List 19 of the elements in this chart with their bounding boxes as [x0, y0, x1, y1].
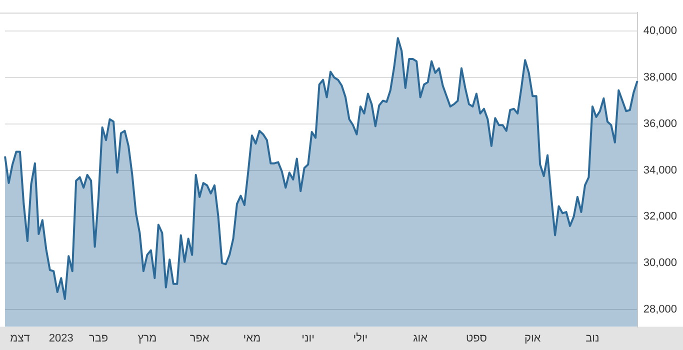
y-tick-label: 28,000 — [643, 303, 678, 316]
x-tick-label: פבר — [88, 332, 108, 344]
x-tick-label: מאי — [243, 332, 261, 344]
y-tick-label: 36,000 — [643, 118, 678, 130]
x-tick-label: יולי — [353, 332, 368, 344]
x-tick-label: דצמ — [10, 332, 30, 344]
x-tick-label: נוב — [586, 332, 600, 344]
y-tick-label: 34,000 — [643, 164, 678, 176]
x-tick-label: יוני — [302, 332, 315, 344]
x-tick-label: 2023 — [48, 332, 74, 344]
y-tick-label: 32,000 — [643, 210, 678, 223]
y-tick-label: 30,000 — [643, 257, 678, 270]
x-tick-label: אפר — [190, 332, 210, 344]
x-tick-label: ספט — [466, 332, 487, 344]
x-tick-label: אוג — [413, 332, 428, 344]
x-tick-label: מרץ — [138, 332, 157, 344]
y-tick-label: 38,000 — [643, 72, 678, 84]
x-tick-label: אוק — [524, 332, 541, 344]
y-tick-label: 40,000 — [643, 25, 678, 38]
